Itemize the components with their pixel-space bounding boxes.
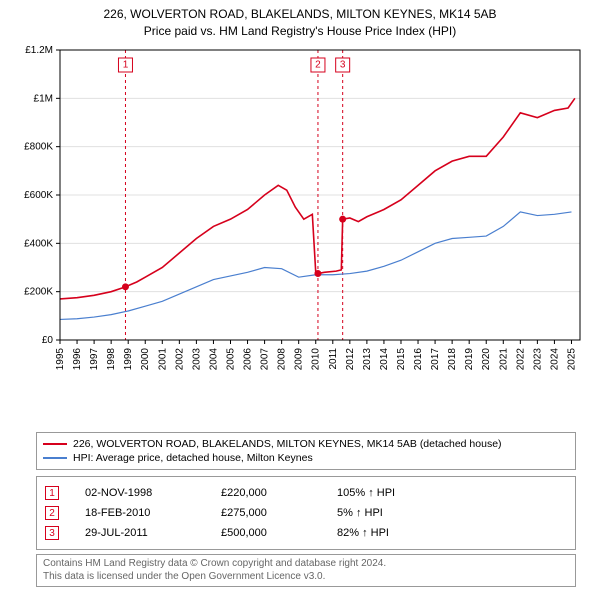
event-row-3: 3 29-JUL-2011 £500,000 82% ↑ HPI bbox=[45, 523, 567, 543]
event-hpi: 105% ↑ HPI bbox=[337, 487, 567, 499]
svg-text:2021: 2021 bbox=[498, 347, 509, 370]
event-hpi: 5% ↑ HPI bbox=[337, 507, 567, 519]
legend-item-0: 226, WOLVERTON ROAD, BLAKELANDS, MILTON … bbox=[43, 437, 569, 451]
chart-title: 226, WOLVERTON ROAD, BLAKELANDS, MILTON … bbox=[0, 0, 600, 40]
title-line2: Price paid vs. HM Land Registry's House … bbox=[0, 23, 600, 40]
event-date: 29-JUL-2011 bbox=[85, 527, 195, 539]
event-row-1: 1 02-NOV-1998 £220,000 105% ↑ HPI bbox=[45, 483, 567, 503]
svg-text:2006: 2006 bbox=[243, 347, 254, 370]
event-hpi: 82% ↑ HPI bbox=[337, 527, 567, 539]
svg-text:2010: 2010 bbox=[311, 347, 322, 370]
footer-line1: Contains HM Land Registry data © Crown c… bbox=[43, 558, 569, 571]
svg-text:2022: 2022 bbox=[515, 347, 526, 370]
event-number-box: 1 bbox=[45, 486, 59, 500]
svg-text:2023: 2023 bbox=[532, 347, 543, 370]
svg-text:1998: 1998 bbox=[106, 347, 117, 370]
legend-swatch bbox=[43, 457, 67, 459]
event-dot-1 bbox=[122, 283, 129, 290]
legend-label: 226, WOLVERTON ROAD, BLAKELANDS, MILTON … bbox=[73, 438, 502, 450]
event-price: £220,000 bbox=[221, 487, 311, 499]
event-price: £275,000 bbox=[221, 507, 311, 519]
svg-text:2011: 2011 bbox=[328, 347, 339, 369]
svg-text:2003: 2003 bbox=[191, 347, 202, 370]
svg-text:2020: 2020 bbox=[481, 347, 492, 370]
svg-text:2007: 2007 bbox=[260, 347, 271, 370]
event-dot-3 bbox=[339, 215, 346, 222]
legend-label: HPI: Average price, detached house, Milt… bbox=[73, 452, 313, 464]
svg-text:1996: 1996 bbox=[72, 347, 83, 370]
svg-text:£400K: £400K bbox=[24, 238, 53, 249]
svg-text:2018: 2018 bbox=[447, 347, 458, 370]
svg-text:£800K: £800K bbox=[24, 141, 53, 152]
svg-text:2008: 2008 bbox=[277, 347, 288, 370]
event-dot-2 bbox=[314, 270, 321, 277]
svg-text:3: 3 bbox=[340, 59, 346, 70]
attribution-footer: Contains HM Land Registry data © Crown c… bbox=[36, 554, 576, 587]
event-number-box: 3 bbox=[45, 526, 59, 540]
svg-text:2013: 2013 bbox=[362, 347, 373, 370]
svg-text:2001: 2001 bbox=[157, 347, 168, 370]
svg-text:£1.2M: £1.2M bbox=[25, 45, 53, 56]
svg-text:2014: 2014 bbox=[379, 347, 390, 370]
svg-text:1999: 1999 bbox=[123, 347, 134, 370]
svg-text:£1M: £1M bbox=[34, 93, 53, 104]
svg-text:2012: 2012 bbox=[345, 347, 356, 370]
svg-text:£200K: £200K bbox=[24, 286, 53, 297]
event-number-box: 2 bbox=[45, 506, 59, 520]
svg-text:2017: 2017 bbox=[430, 347, 441, 370]
footer-line2: This data is licensed under the Open Gov… bbox=[43, 571, 569, 584]
events-table: 1 02-NOV-1998 £220,000 105% ↑ HPI 2 18-FEB-20… bbox=[36, 476, 576, 550]
legend: 226, WOLVERTON ROAD, BLAKELANDS, MILTON … bbox=[36, 432, 576, 470]
svg-text:£0: £0 bbox=[42, 335, 54, 346]
svg-text:2016: 2016 bbox=[413, 347, 424, 370]
chart-area: £0 £200K £400K £600K £800K £1M £1.2M 1995 1996 19… bbox=[0, 40, 600, 420]
svg-text:2024: 2024 bbox=[549, 347, 560, 370]
svg-text:1995: 1995 bbox=[55, 347, 66, 370]
svg-text:2019: 2019 bbox=[464, 347, 475, 370]
svg-text:2004: 2004 bbox=[208, 347, 219, 370]
event-date: 02-NOV-1998 bbox=[85, 487, 195, 499]
svg-text:2000: 2000 bbox=[140, 347, 151, 370]
event-price: £500,000 bbox=[221, 527, 311, 539]
event-date: 18-FEB-2010 bbox=[85, 507, 195, 519]
event-row-2: 2 18-FEB-2010 £275,000 5% ↑ HPI bbox=[45, 503, 567, 523]
svg-text:2: 2 bbox=[315, 59, 321, 70]
svg-text:2015: 2015 bbox=[396, 347, 407, 370]
svg-text:2002: 2002 bbox=[174, 347, 185, 370]
legend-item-1: HPI: Average price, detached house, Milt… bbox=[43, 451, 569, 465]
title-line1: 226, WOLVERTON ROAD, BLAKELANDS, MILTON … bbox=[0, 6, 600, 23]
svg-text:2025: 2025 bbox=[566, 347, 577, 370]
svg-text:2005: 2005 bbox=[225, 347, 236, 370]
svg-text:1997: 1997 bbox=[89, 347, 100, 370]
svg-text:2009: 2009 bbox=[294, 347, 305, 370]
legend-swatch bbox=[43, 443, 67, 445]
svg-text:£600K: £600K bbox=[24, 190, 53, 201]
svg-text:1: 1 bbox=[123, 59, 129, 70]
line-chart: £0 £200K £400K £600K £800K £1M £1.2M 1995 1996 19… bbox=[0, 40, 600, 420]
